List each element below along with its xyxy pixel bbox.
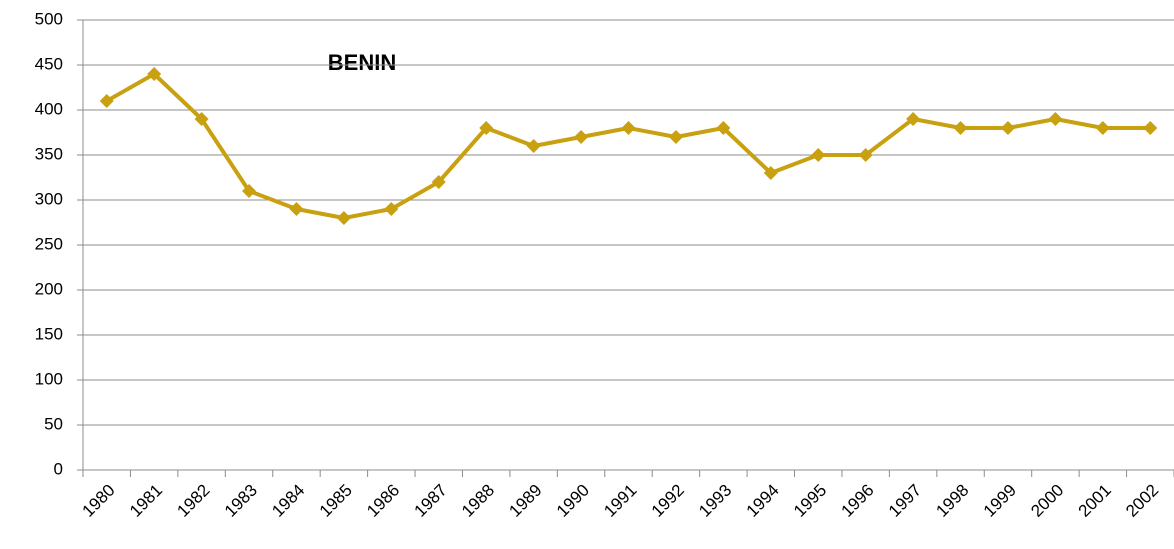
x-tick-label: 1998 — [932, 481, 972, 521]
y-tick-label: 0 — [54, 459, 63, 478]
series-line — [105, 72, 1151, 220]
marker — [242, 184, 257, 198]
y-tick-label: 150 — [35, 324, 63, 343]
marker — [194, 112, 209, 126]
x-tick-label: 1990 — [553, 481, 593, 521]
x-tick-label: 2001 — [1075, 481, 1115, 521]
marker — [858, 148, 873, 162]
y-tick-label: 300 — [35, 189, 63, 208]
x-tick-label: 1986 — [363, 481, 403, 521]
y-tick-label: 400 — [35, 99, 63, 118]
y-tick-label: 350 — [35, 144, 63, 163]
marker — [479, 121, 494, 135]
y-tick-label: 200 — [35, 279, 63, 298]
marker — [1095, 121, 1110, 135]
marker — [716, 121, 731, 135]
x-tick-label: 1992 — [648, 481, 688, 521]
marker — [906, 112, 921, 126]
y-tick-label: 100 — [35, 369, 63, 388]
x-tick-label: 1988 — [458, 481, 498, 521]
y-tick-label: 50 — [44, 414, 63, 433]
x-tick-label: 1995 — [790, 481, 830, 521]
marker — [526, 139, 541, 153]
x-tick-label: 1981 — [126, 481, 166, 521]
x-tick-label: 1994 — [743, 481, 783, 521]
marker — [621, 121, 636, 135]
x-tick-label: 1985 — [316, 481, 356, 521]
marker — [668, 130, 683, 144]
marker — [336, 211, 351, 225]
x-tick-label: 1999 — [980, 481, 1020, 521]
marker — [811, 148, 826, 162]
x-tick-label: 1982 — [173, 481, 213, 521]
marker — [574, 130, 589, 144]
marker — [431, 175, 446, 189]
x-tick-label: 1989 — [505, 481, 545, 521]
marker — [99, 94, 114, 108]
chart-title: BENIN — [328, 50, 396, 75]
marker — [1000, 121, 1015, 135]
x-tick-label: 2000 — [1027, 481, 1067, 521]
marker — [147, 67, 162, 81]
y-tick-label: 500 — [35, 9, 63, 28]
marker — [1143, 121, 1158, 135]
x-tick-label: 1983 — [221, 481, 261, 521]
y-tick-label: 250 — [35, 234, 63, 253]
marker — [763, 166, 778, 180]
x-tick-label: 1980 — [79, 481, 119, 521]
marker — [384, 202, 399, 216]
x-tick-label: 1991 — [600, 481, 640, 521]
y-tick-label: 450 — [35, 54, 63, 73]
x-tick-label: 1987 — [411, 481, 451, 521]
x-tick-label: 1993 — [695, 481, 735, 521]
marker — [1048, 112, 1063, 126]
x-tick-label: 2002 — [1122, 481, 1162, 521]
x-tick-label: 1996 — [837, 481, 877, 521]
x-tick-label: 1997 — [885, 481, 925, 521]
marker — [289, 202, 304, 216]
marker — [953, 121, 968, 135]
x-tick-label: 1984 — [268, 481, 308, 521]
